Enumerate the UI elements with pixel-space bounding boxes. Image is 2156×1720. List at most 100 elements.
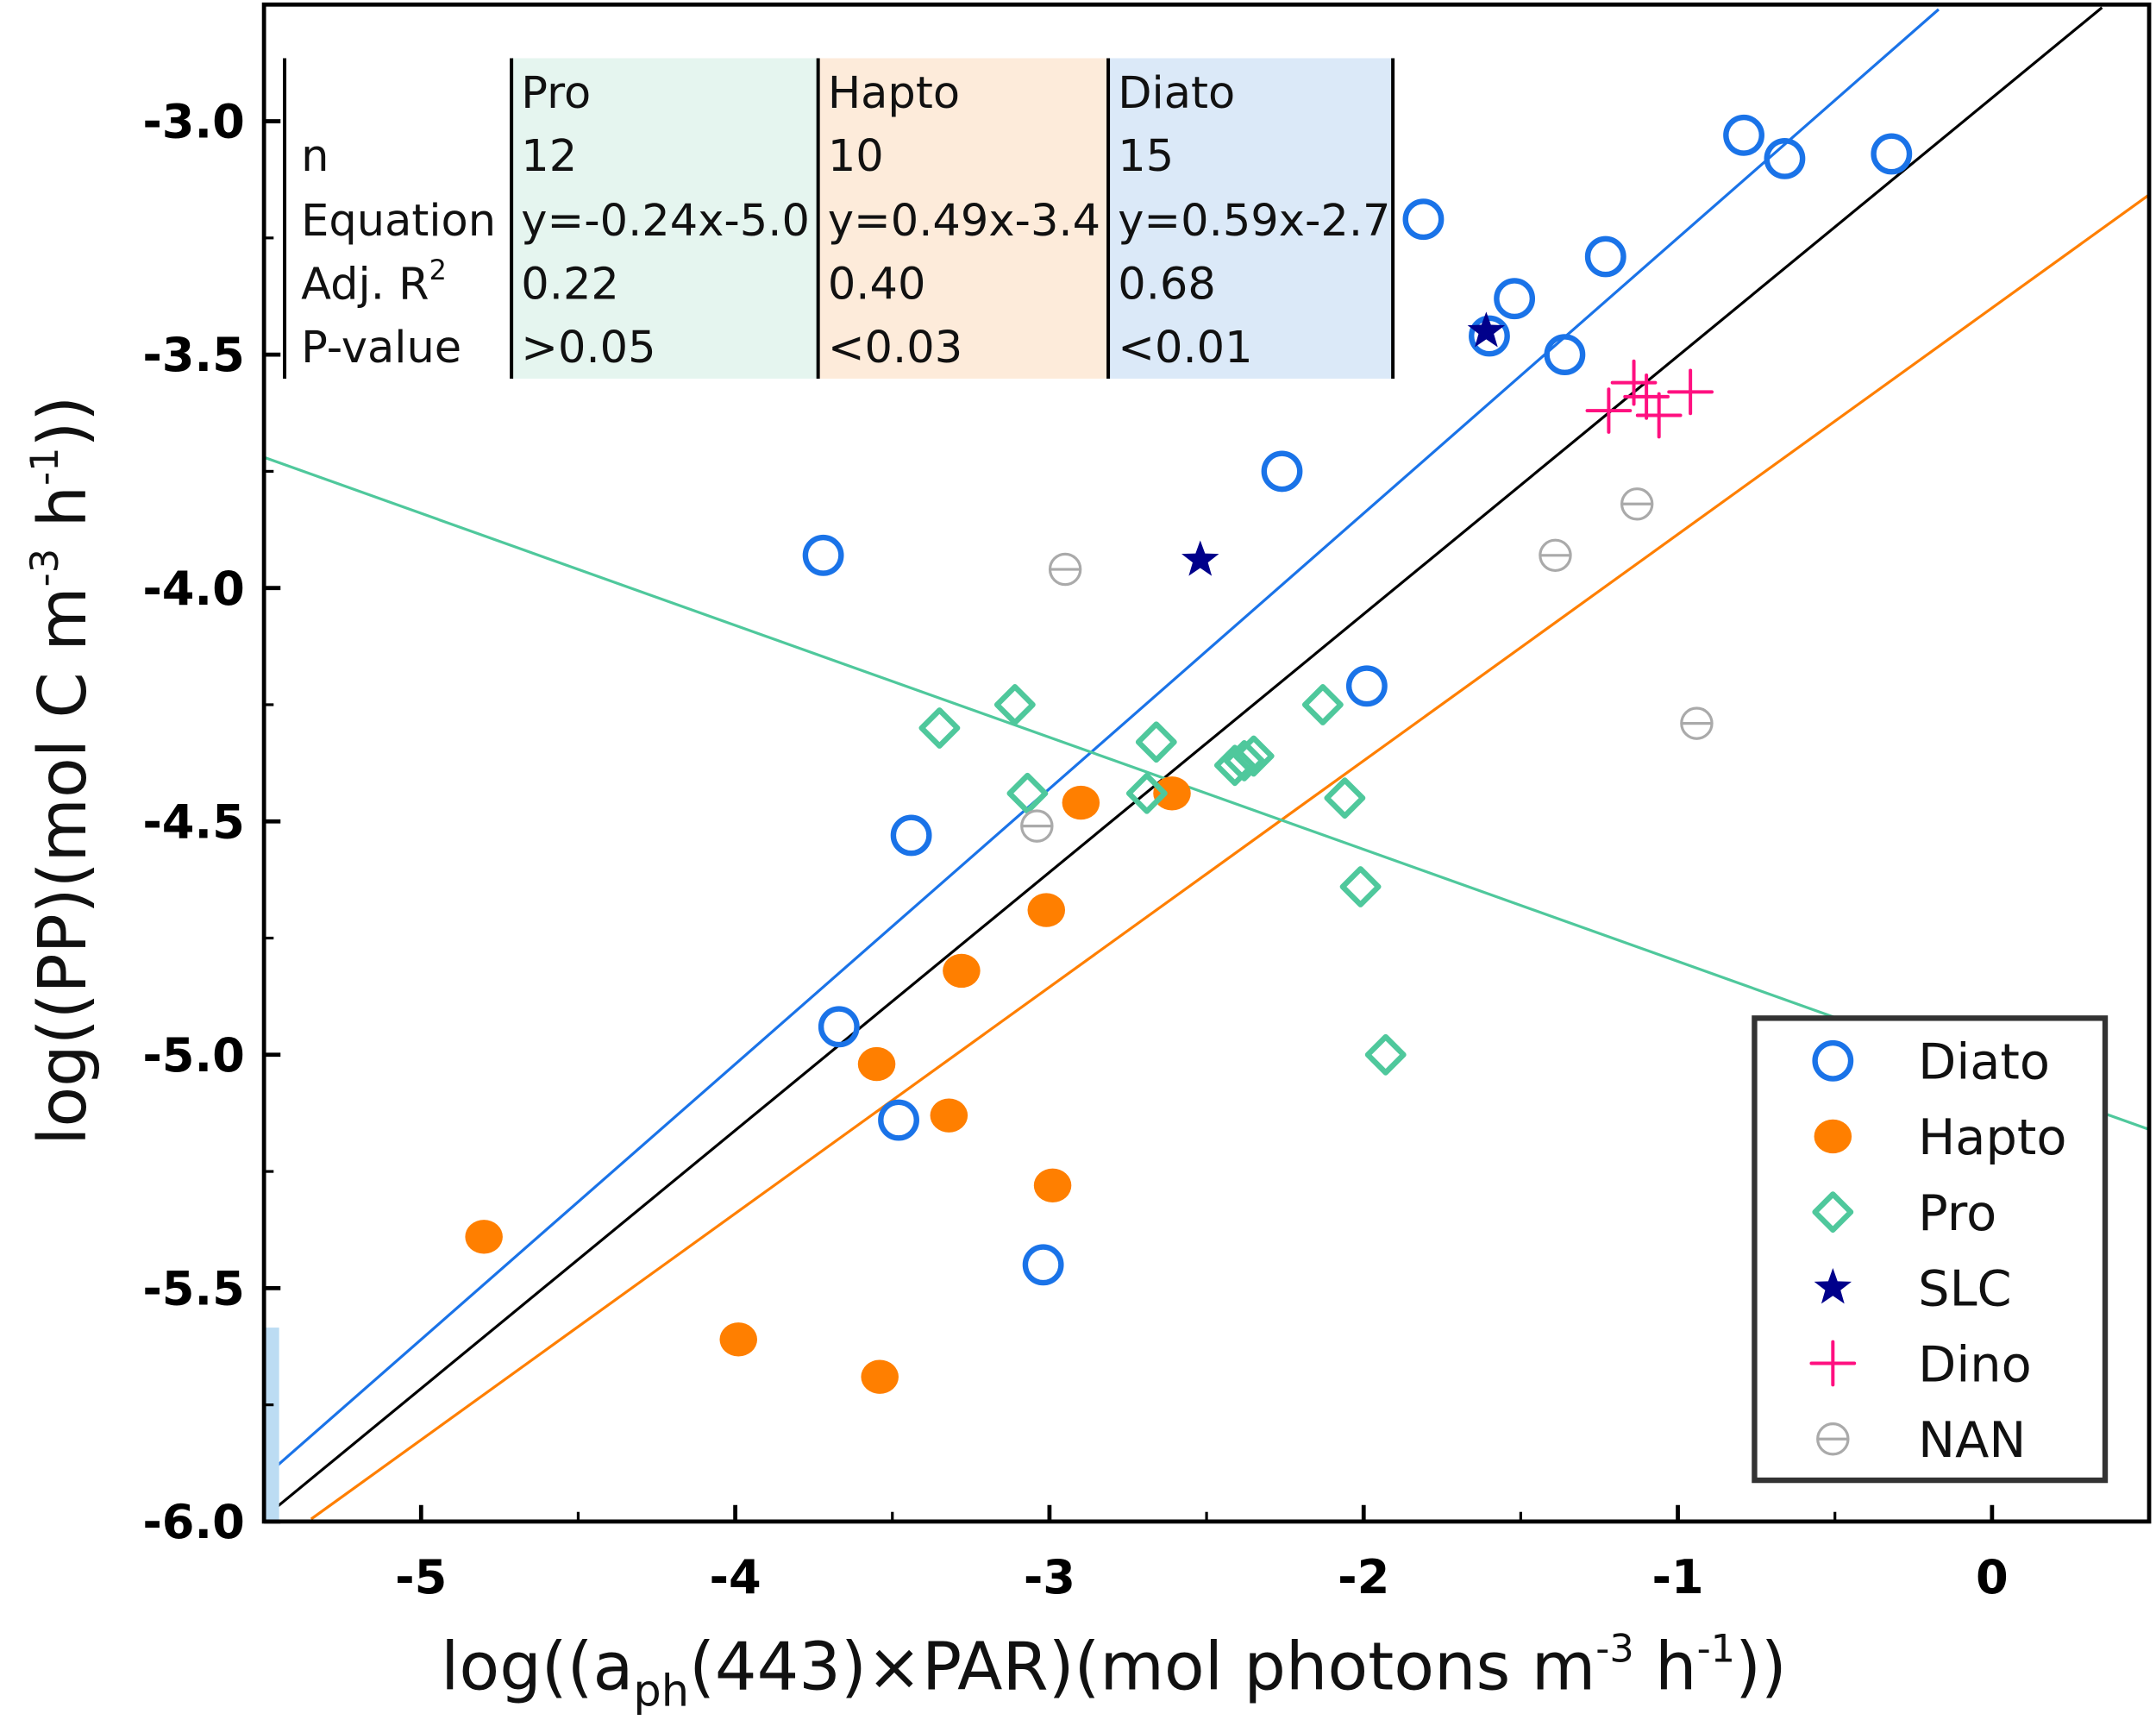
data-point-pro bbox=[1232, 735, 1275, 777]
edge-shade bbox=[265, 1328, 279, 1521]
table-column-bg bbox=[818, 58, 1109, 379]
table-row-label: n bbox=[301, 131, 329, 182]
fit-line bbox=[273, 8, 1940, 1471]
y-tick-label: -5.0 bbox=[142, 1028, 244, 1083]
data-point-pro bbox=[1812, 1191, 1854, 1234]
data-point-diato bbox=[1261, 450, 1303, 493]
table-row-label: Adj. R2 bbox=[301, 254, 447, 310]
data-points bbox=[465, 114, 1913, 1394]
data-point-hapto bbox=[1027, 893, 1066, 927]
data-point-dino bbox=[1623, 373, 1670, 420]
y-tick-label: -4.5 bbox=[142, 794, 244, 849]
data-point-hapto bbox=[930, 1098, 968, 1133]
data-point-diato bbox=[1469, 315, 1510, 357]
data-point-dino bbox=[1635, 392, 1683, 439]
table-column-bg bbox=[511, 58, 818, 379]
legend: Diato Hapto Pro SLC Dino NAN bbox=[1752, 1015, 2109, 1484]
data-point-dino bbox=[1585, 387, 1633, 434]
data-point-slc bbox=[1814, 1268, 1852, 1304]
y-tick-label: -6.0 bbox=[142, 1495, 244, 1549]
table-header: Pro bbox=[521, 68, 591, 119]
legend-box bbox=[1752, 1015, 2109, 1484]
data-point-pro bbox=[1339, 866, 1382, 907]
x-tick-label: 0 bbox=[1976, 1550, 2009, 1604]
x-tick-label: -5 bbox=[395, 1550, 447, 1604]
table-column-bg bbox=[1108, 58, 1394, 379]
data-point-nan bbox=[1539, 538, 1572, 573]
x-tick-label: -4 bbox=[709, 1550, 761, 1604]
table-cell: 10 bbox=[828, 131, 884, 182]
table-row-label: P-value bbox=[301, 323, 461, 374]
x-tick-label: -3 bbox=[1024, 1550, 1075, 1604]
data-point-nan bbox=[1020, 809, 1054, 843]
legend-label: NAN bbox=[1918, 1411, 2026, 1469]
data-point-diato bbox=[1022, 1244, 1064, 1286]
data-point-diato bbox=[1871, 133, 1913, 175]
data-point-hapto bbox=[1814, 1119, 1852, 1154]
data-point-pro bbox=[918, 707, 961, 749]
y-tick-label: -3.0 bbox=[142, 95, 244, 149]
data-point-hapto bbox=[719, 1322, 758, 1357]
x-tick-label: -2 bbox=[1338, 1550, 1389, 1604]
data-point-pro bbox=[1223, 739, 1265, 782]
data-point-pro bbox=[1324, 777, 1366, 819]
data-point-diato bbox=[890, 814, 932, 857]
table-header: Diato bbox=[1118, 68, 1235, 119]
table-cell: 12 bbox=[521, 131, 577, 182]
data-point-diato bbox=[1584, 235, 1626, 278]
table-cell: y=0.49x-3.4 bbox=[828, 196, 1100, 247]
axes: -5 -4 -3 -2 -1 0 -3.0 -3.5 -4.0 -4.5 -5.0 -5.5 -6.0 bbox=[142, 3, 2151, 1604]
table-cell: 0.40 bbox=[828, 259, 926, 310]
data-point-pro bbox=[1135, 721, 1177, 763]
legend-label: Pro bbox=[1918, 1184, 1996, 1242]
data-point-diato bbox=[1723, 114, 1764, 156]
data-point-diato bbox=[802, 534, 844, 576]
table-cell: 0.68 bbox=[1118, 259, 1216, 310]
data-point-diato bbox=[818, 1006, 860, 1048]
data-point-nan bbox=[1816, 1422, 1850, 1456]
table-cell: 0.22 bbox=[521, 259, 619, 310]
data-point-diato bbox=[1764, 137, 1806, 179]
data-point-hapto bbox=[1153, 776, 1191, 811]
table-cell: <0.01 bbox=[1118, 323, 1252, 374]
table-cell: y=0.59x-2.7 bbox=[1118, 196, 1390, 247]
data-point-dino bbox=[1809, 1340, 1857, 1387]
table-cell: >0.05 bbox=[521, 323, 655, 374]
table-cell: <0.03 bbox=[828, 323, 962, 374]
y-tick-label: -4.0 bbox=[142, 562, 244, 616]
x-tick-label: -1 bbox=[1651, 1550, 1703, 1604]
data-point-pro bbox=[1364, 1033, 1407, 1076]
legend-label: Hapto bbox=[1918, 1108, 2066, 1166]
data-point-nan bbox=[1620, 487, 1654, 521]
data-point-dino bbox=[1667, 368, 1714, 416]
legend-label: Dino bbox=[1918, 1335, 2032, 1393]
data-point-nan bbox=[1048, 552, 1082, 587]
data-point-hapto bbox=[857, 1046, 896, 1082]
data-point-hapto bbox=[1062, 785, 1100, 820]
data-point-diato bbox=[878, 1099, 919, 1141]
data-point-diato bbox=[1494, 278, 1536, 320]
table-cell: y=-0.24x-5.0 bbox=[521, 196, 810, 247]
data-point-hapto bbox=[465, 1220, 503, 1254]
data-point-slc bbox=[1181, 540, 1219, 576]
data-point-pro bbox=[1301, 684, 1344, 725]
data-point-diato bbox=[1812, 1039, 1854, 1082]
data-point-pro bbox=[1125, 772, 1168, 814]
data-point-nan bbox=[1680, 706, 1714, 740]
data-point-hapto bbox=[861, 1359, 899, 1394]
data-point-pro bbox=[1006, 772, 1049, 814]
fit-lines bbox=[263, 6, 2150, 1521]
y-tick-label: -3.5 bbox=[142, 328, 244, 382]
y-tick-label: -5.5 bbox=[142, 1261, 244, 1315]
data-point-pro bbox=[1213, 744, 1256, 787]
data-point-diato bbox=[1345, 665, 1388, 707]
data-point-hapto bbox=[943, 953, 981, 989]
table-header: Hapto bbox=[828, 68, 960, 119]
data-point-hapto bbox=[1033, 1168, 1072, 1202]
table-row-label: Equation bbox=[301, 196, 496, 247]
fit-line bbox=[263, 6, 2103, 1519]
data-point-diato bbox=[1544, 334, 1586, 376]
data-point-pro bbox=[993, 684, 1036, 725]
legend-label: Diato bbox=[1918, 1033, 2050, 1091]
x-axis-title: log((aph(443)×PAR)(mol photons m-3 h-1)) bbox=[441, 1627, 1787, 1717]
